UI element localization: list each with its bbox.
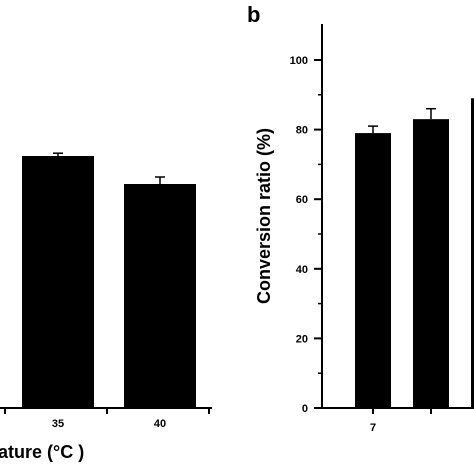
- panel-b-bar-1: [413, 119, 449, 408]
- panel-b-y-tick-label-0: 0: [302, 403, 308, 415]
- panel-b-y-tick-label-80: 80: [296, 125, 308, 137]
- panel-b-y-tick-label-60: 60: [296, 194, 308, 206]
- panel-b-x-tick-label-7: 7: [370, 422, 376, 434]
- panel-b-y-axis-title: Conversion ratio (%): [254, 128, 274, 304]
- panel-b: b 0 20 40 60 80 100 7 Conversion ratio (%): [247, 2, 474, 434]
- panel-a-x-tick-label-35: 35: [52, 418, 64, 430]
- panel-b-bar-0: [355, 133, 391, 408]
- panel-b-y-tick-label-100: 100: [290, 55, 308, 67]
- panel-b-label: b: [247, 2, 260, 27]
- panel-a-bar-35: [22, 156, 94, 408]
- panel-a-x-axis-title: ature (°C ): [0, 442, 84, 462]
- panel-b-bar-2: [471, 98, 474, 408]
- panel-a-x-tick-label-40: 40: [154, 418, 166, 430]
- panel-a: 35 40 ature (°C ): [0, 152, 212, 462]
- panel-b-y-tick-label-20: 20: [296, 333, 308, 345]
- panel-b-y-tick-label-40: 40: [296, 264, 308, 276]
- panel-a-bar-40: [124, 184, 196, 408]
